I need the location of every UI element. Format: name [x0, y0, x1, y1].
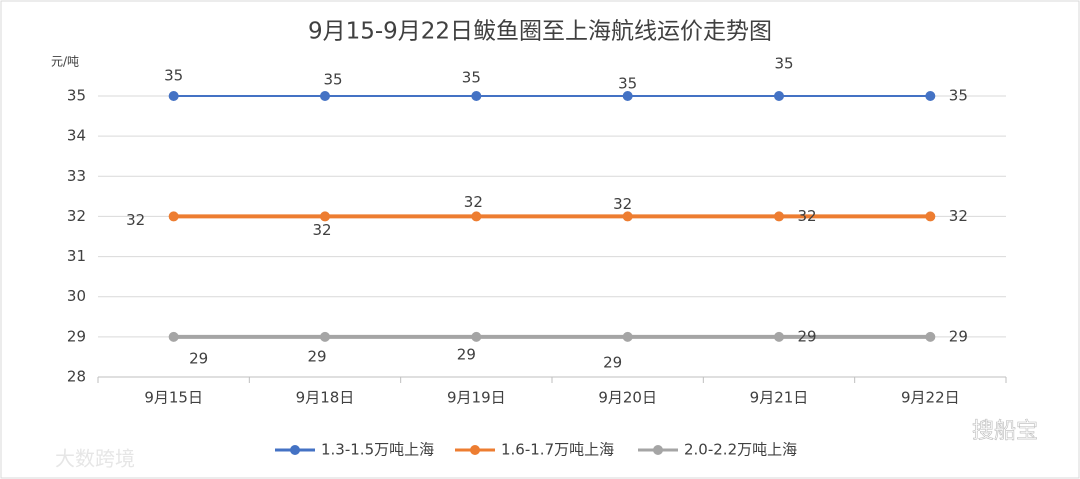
y-tick-label: 35	[67, 87, 86, 105]
data-label: 32	[949, 207, 968, 225]
data-point	[774, 211, 784, 222]
data-label: 35	[618, 75, 637, 93]
legend-marker	[470, 445, 480, 455]
data-point	[774, 331, 784, 342]
data-point	[471, 91, 482, 101]
y-tick-label: 33	[67, 167, 86, 185]
data-point	[320, 91, 330, 101]
y-tick-label: 31	[67, 247, 86, 265]
data-label: 32	[126, 211, 145, 229]
data-label: 35	[323, 71, 342, 89]
x-tick-label: 9月21日	[750, 389, 809, 407]
y-tick-label: 28	[67, 368, 86, 386]
legend-label: 2.0-2.2万吨上海	[684, 441, 797, 459]
legend-label: 1.6-1.7万吨上海	[501, 441, 614, 459]
data-point	[168, 211, 179, 222]
data-label: 32	[613, 195, 632, 213]
data-point	[622, 91, 633, 101]
data-label: 29	[189, 349, 208, 367]
x-tick-label: 9月20日	[598, 389, 657, 407]
data-label: 32	[312, 221, 331, 239]
data-label: 29	[307, 347, 326, 365]
data-point	[168, 91, 179, 101]
data-point	[925, 211, 936, 222]
chart-title: 9月15-9月22日鲅鱼圈至上海航线运价走势图	[308, 19, 772, 45]
data-point	[925, 91, 936, 101]
data-label: 35	[164, 67, 183, 85]
data-label: 29	[603, 353, 622, 371]
data-label: 29	[457, 345, 476, 363]
data-label: 32	[797, 207, 816, 225]
data-point	[622, 211, 633, 222]
data-point	[320, 331, 330, 342]
watermark: 大数跨境	[55, 447, 135, 471]
data-point	[471, 211, 482, 222]
data-label: 35	[774, 55, 793, 73]
data-point	[774, 91, 784, 101]
data-label: 35	[462, 69, 481, 87]
data-point	[471, 331, 482, 342]
data-point	[320, 211, 330, 222]
y-tick-label: 29	[67, 327, 86, 345]
x-tick-label: 9月22日	[901, 389, 960, 407]
legend-label: 1.3-1.5万吨上海	[321, 441, 434, 459]
legend-marker	[290, 445, 300, 455]
data-label: 29	[949, 327, 968, 345]
data-point	[168, 331, 179, 342]
x-tick-label: 9月18日	[296, 389, 355, 407]
y-axis-label: 元/吨	[51, 55, 79, 69]
x-tick-label: 9月15日	[144, 389, 203, 407]
data-label: 32	[464, 193, 483, 211]
y-tick-label: 34	[67, 127, 86, 145]
x-tick-label: 9月19日	[447, 389, 506, 407]
data-point	[925, 331, 936, 342]
data-point	[622, 331, 633, 342]
data-label: 29	[797, 327, 816, 345]
watermark: 搜船宝	[972, 419, 1038, 444]
data-label: 35	[949, 87, 968, 105]
y-tick-label: 30	[67, 287, 86, 305]
legend-marker	[653, 445, 663, 455]
y-tick-label: 32	[67, 207, 86, 225]
